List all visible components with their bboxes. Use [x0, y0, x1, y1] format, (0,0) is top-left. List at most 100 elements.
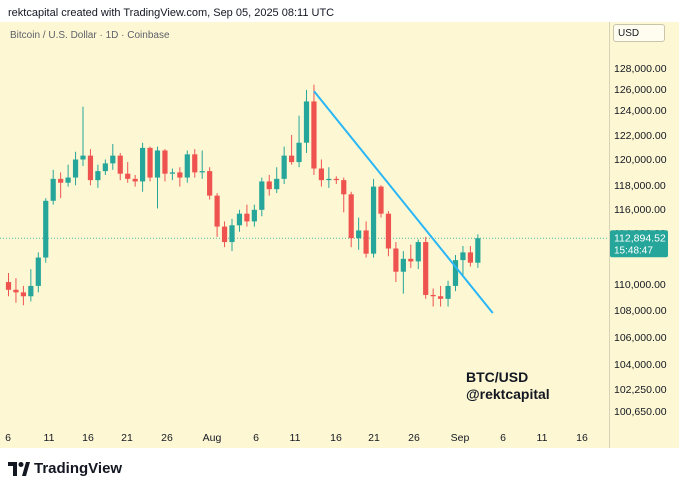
candle-up — [445, 285, 451, 299]
x-tick-label: Sep — [451, 432, 470, 444]
x-tick-label: 26 — [161, 432, 173, 444]
candle-up — [95, 171, 101, 181]
x-tick-label: 11 — [537, 432, 548, 444]
watermark-symbol: BTC/USD — [466, 369, 529, 385]
candle-down — [117, 155, 123, 174]
tradingview-logo-icon — [8, 461, 30, 476]
candle-up — [43, 200, 49, 258]
tradingview-wordmark: TradingView — [34, 460, 123, 477]
candle-down — [289, 155, 295, 163]
candle-up — [296, 142, 302, 163]
price-label-box — [610, 230, 668, 258]
candle-up — [154, 150, 161, 178]
watermark: BTC/USD @rektcapital — [466, 369, 550, 403]
candle-up — [169, 172, 175, 174]
candle-up — [303, 101, 310, 143]
candle-down — [408, 258, 414, 262]
x-tick-label: 11 — [290, 432, 301, 444]
currency-selector[interactable]: USD — [613, 24, 665, 42]
candle-up — [370, 186, 377, 254]
y-tick-label: 128,000.00 — [614, 63, 667, 75]
candle-down — [467, 252, 473, 263]
candle-down — [125, 173, 131, 179]
candle-up — [259, 181, 265, 210]
y-tick-label: 104,000.00 — [614, 359, 667, 371]
candle-down — [162, 150, 168, 174]
candle-down — [207, 171, 213, 196]
last-price-label: 112,894.52 — [614, 232, 666, 244]
candle-down — [147, 147, 153, 178]
candle-down — [58, 178, 64, 183]
y-tick-label: 116,000.00 — [614, 204, 666, 216]
x-tick-label: 21 — [121, 432, 133, 444]
candle-down — [132, 178, 138, 182]
candle-down — [244, 213, 250, 222]
candle-up — [229, 225, 235, 243]
candle-down — [177, 172, 183, 178]
candle-up — [110, 155, 116, 164]
chart-area[interactable] — [0, 22, 609, 448]
candle-down — [318, 168, 324, 181]
x-tick-label: 16 — [330, 432, 342, 444]
x-tick-label: 6 — [500, 432, 506, 444]
candle-up — [281, 155, 287, 179]
candle-up — [72, 159, 79, 178]
candle-down — [311, 101, 317, 169]
candle-up — [251, 209, 257, 222]
candle-up — [400, 258, 406, 272]
candle-down — [333, 178, 339, 181]
symbol-info: Bitcoin / U.S. Dollar · 1D · Coinbase — [10, 30, 170, 41]
candle-down — [385, 213, 392, 249]
candle-down — [221, 226, 228, 243]
candle-down — [5, 282, 12, 290]
x-tick-label: 21 — [368, 432, 380, 444]
y-tick-label: 122,000.00 — [614, 130, 667, 142]
y-tick-label: 126,000.00 — [614, 84, 667, 96]
candle-up — [28, 285, 34, 297]
candle-up — [460, 252, 466, 261]
y-tick-label: 108,000.00 — [614, 305, 667, 317]
candle-down — [192, 154, 198, 173]
x-tick-label: 26 — [408, 432, 420, 444]
candle-down — [438, 296, 444, 299]
candle-up — [356, 230, 362, 239]
candle-down — [13, 289, 19, 293]
candle-down — [266, 181, 272, 190]
watermark-author: @rektcapital — [466, 386, 550, 402]
y-tick-label: 106,000.00 — [614, 332, 667, 344]
x-tick-label: 6 — [253, 432, 259, 444]
x-tick-label: 11 — [44, 432, 55, 444]
trendline — [313, 90, 494, 314]
candle-up — [415, 242, 421, 262]
candle-up — [475, 238, 481, 263]
y-tick-label: 100,650.00 — [614, 406, 667, 418]
x-tick-label: Aug — [203, 432, 222, 444]
y-tick-label: 110,000.00 — [614, 279, 666, 291]
candle-down — [214, 195, 220, 227]
candle-up — [184, 154, 190, 178]
countdown-label: 15:48:47 — [614, 245, 653, 256]
candle-down — [430, 294, 436, 297]
candle-up — [35, 257, 41, 286]
candle-up — [199, 171, 205, 173]
candle-up — [50, 178, 56, 201]
y-tick-label: 102,250.00 — [614, 384, 667, 396]
chart-header: rektcapital created with TradingView.com… — [8, 7, 335, 19]
candle-down — [363, 230, 369, 254]
candle-up — [452, 260, 459, 286]
candle-down — [378, 186, 384, 214]
x-tick-label: 16 — [576, 432, 588, 444]
y-tick-label: 124,000.00 — [614, 105, 667, 117]
candle-up — [102, 163, 108, 172]
x-tick-label: 6 — [5, 432, 11, 444]
x-tick-label: 16 — [82, 432, 94, 444]
candle-up — [65, 177, 71, 183]
candle-down — [348, 194, 354, 239]
tradingview-logo[interactable]: TradingView — [8, 460, 122, 477]
candle-up — [80, 155, 86, 160]
y-tick-label: 118,000.00 — [614, 180, 666, 192]
candle-down — [341, 180, 347, 195]
candle-up — [140, 147, 146, 182]
candle-up — [326, 178, 332, 181]
